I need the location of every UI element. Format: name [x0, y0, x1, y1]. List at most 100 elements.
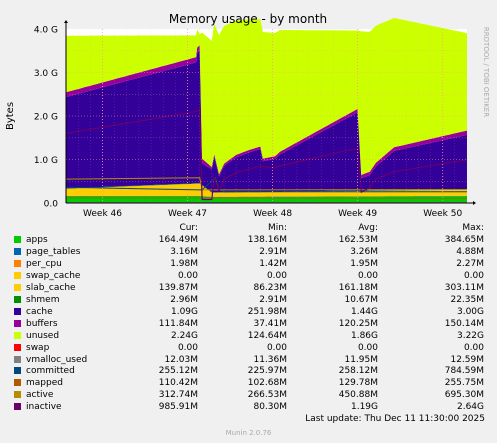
legend-cur-value: 255.12M — [158, 366, 198, 377]
legend-row: vmalloc_used 12.03M 11.36M 11.95M 12.59M — [0, 354, 497, 366]
legend-min-value: 102.68M — [247, 378, 287, 389]
x-tick-label: Week 47 — [168, 209, 207, 219]
legend-min-value: 2.91M — [259, 294, 287, 305]
legend-min-value: 86.23M — [253, 282, 287, 293]
legend-row: cache 1.09G 251.98M 1.44G 3.00G — [0, 306, 497, 318]
legend-avg-value: 450.88M — [338, 390, 378, 401]
legend-avg-value: 10.67M — [344, 294, 378, 305]
legend-series-name: page_tables — [26, 246, 81, 257]
legend-row: buffers 111.84M 37.41M 120.25M 150.14M — [0, 318, 497, 330]
legend-min-value: 0.00 — [266, 270, 287, 281]
y-axis-label: Bytes — [5, 102, 16, 130]
y-tick-label: 1.0 G — [34, 156, 58, 166]
legend-row: swap 0.00 0.00 0.00 0.00 — [0, 342, 497, 354]
legend-min-value: 225.97M — [247, 366, 287, 377]
legend-cur-value: 0.00 — [177, 342, 198, 353]
axes — [64, 20, 476, 205]
legend-row: per_cpu 1.98M 1.42M 1.95M 2.27M — [0, 258, 497, 270]
last-update-text: Last update: Thu Dec 11 11:30:00 2025 — [305, 414, 485, 424]
legend-max-value: 3.00G — [456, 306, 484, 317]
legend-avg-value: 120.25M — [338, 318, 378, 329]
legend-row: swap_cache 0.00 0.00 0.00 0.00 — [0, 270, 497, 282]
legend-row: apps 164.49M 138.16M 162.53M 384.65M — [0, 234, 497, 246]
x-tick-label: Week 46 — [83, 209, 122, 219]
legend-min-value: 251.98M — [247, 306, 287, 317]
legend-min-value: 0.00 — [266, 342, 287, 353]
legend-series-name: unused — [26, 330, 60, 341]
legend-avg-value: 161.18M — [338, 282, 378, 293]
legend-avg-value: 11.95M — [344, 354, 378, 365]
legend-series-name: slab_cache — [26, 282, 76, 293]
legend-series-name: mapped — [26, 378, 63, 389]
legend-min-value: 2.91M — [259, 246, 287, 257]
legend-swatch — [14, 367, 21, 375]
y-tick-label: 4.0 G — [34, 26, 58, 36]
legend-swatch — [14, 331, 21, 339]
legend-max-value: 3.22G — [456, 330, 484, 341]
area-slab_cache — [66, 183, 467, 197]
legend-max-value: 12.59M — [450, 354, 484, 365]
legend-swatch — [14, 283, 21, 291]
legend-min-value: 1.42M — [259, 258, 287, 269]
area-unused — [66, 18, 467, 175]
legend-max-value: 4.88M — [456, 246, 484, 257]
legend-swatch — [14, 379, 21, 387]
legend-swatch — [14, 319, 21, 327]
y-tick-labels: 0.0 1.0 G 2.0 G 3.0 G 4.0 G — [34, 26, 58, 210]
legend-max-value: 384.65M — [444, 235, 484, 245]
legend-swatch — [14, 355, 21, 363]
x-tick-label: Week 48 — [253, 209, 292, 219]
legend-max-value: 150.14M — [444, 318, 484, 329]
legend-swatch — [14, 307, 21, 315]
legend-cur-value: 985.91M — [158, 402, 198, 413]
legend-cur-value: 312.74M — [158, 390, 198, 401]
legend-swatch — [14, 343, 21, 351]
legend-cur-value: 3.16M — [170, 246, 198, 257]
legend-row: mapped 110.42M 102.68M 129.78M 255.75M — [0, 377, 497, 389]
legend-cur-value: 2.96M — [170, 294, 198, 305]
legend-min-value: 80.30M — [253, 402, 287, 413]
legend-series-name: swap — [26, 342, 50, 353]
y-tick-label: 2.0 G — [34, 113, 58, 123]
x-tick-labels: Week 46 Week 47 Week 48 Week 49 Week 50 — [83, 209, 462, 219]
legend-row: shmem 2.96M 2.91M 10.67M 22.35M — [0, 294, 497, 306]
legend-series-name: inactive — [26, 402, 62, 413]
legend-cur-value: 12.03M — [164, 354, 198, 365]
legend-avg-value: 162.53M — [338, 235, 378, 245]
legend-avg-value: 0.00 — [357, 342, 378, 353]
y-axis-arrow — [64, 20, 68, 23]
legend-row: inactive 985.91M 80.30M 1.19G 2.64G — [0, 401, 497, 413]
legend-swatch — [14, 403, 21, 411]
y-tick-label: 3.0 G — [34, 69, 58, 79]
legend-series-name: vmalloc_used — [26, 354, 88, 365]
legend-header-min: Min: — [267, 223, 287, 233]
legend-swatch — [14, 236, 21, 243]
legend-max-value: 2.64G — [456, 402, 484, 413]
legend-min-value: 138.16M — [247, 235, 287, 245]
legend-series-name: active — [26, 390, 54, 401]
legend-avg-value: 129.78M — [338, 378, 378, 389]
legend-avg-value: 0.00 — [357, 270, 378, 281]
line-inactive — [65, 108, 468, 201]
legend-avg-value: 3.26M — [350, 246, 378, 257]
legend-swatch — [14, 295, 21, 303]
area-per_cpu — [66, 195, 467, 197]
line-committed — [65, 176, 467, 193]
legend-cur-value: 110.42M — [158, 378, 198, 389]
legend-max-value: 784.59M — [444, 366, 484, 377]
legend-avg-value: 1.44G — [350, 306, 378, 317]
legend-max-value: 255.75M — [444, 378, 484, 389]
legend-max-value: 695.30M — [444, 390, 484, 401]
legend-min-value: 124.64M — [247, 330, 287, 341]
legend-max-value: 303.11M — [444, 282, 484, 293]
x-tick-label: Week 50 — [423, 209, 462, 219]
area-cache — [66, 50, 467, 193]
legend-series-name: buffers — [26, 318, 58, 329]
legend-min-value: 37.41M — [253, 318, 287, 329]
legend-max-value: 0.00 — [463, 342, 484, 353]
legend-header-cur: Cur: — [179, 223, 198, 233]
rrdtool-watermark: RRDTOOL / TOBI OETIKER — [482, 27, 490, 117]
legend-avg-value: 1.95M — [350, 258, 378, 269]
version-text: Munin 2.0.76 — [225, 429, 272, 437]
